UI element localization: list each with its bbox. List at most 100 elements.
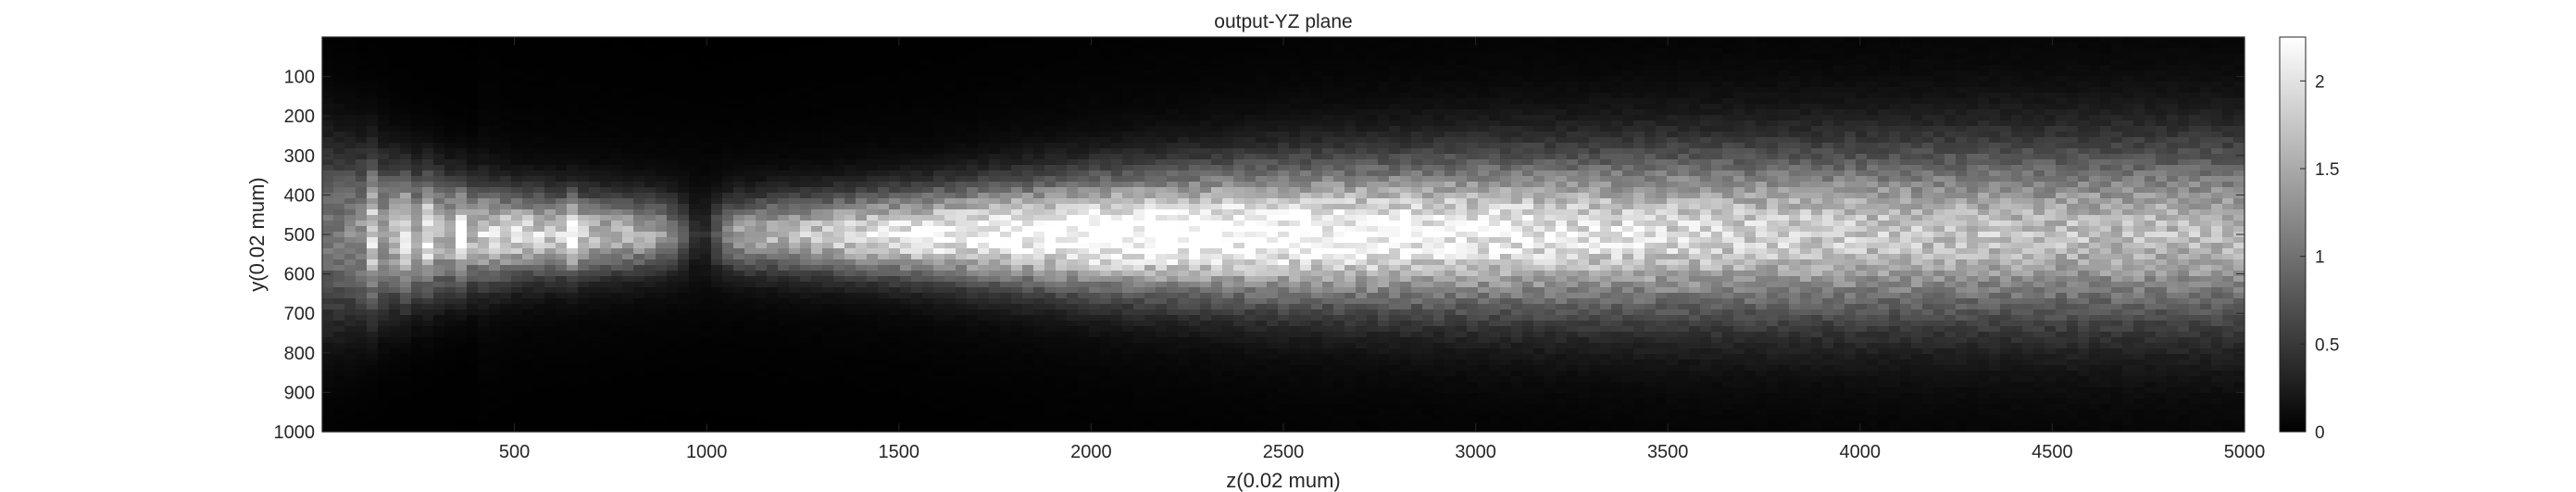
heatmap-cell <box>811 398 823 405</box>
heatmap-cell <box>644 132 657 138</box>
heatmap-cell <box>389 98 401 105</box>
heatmap-cell <box>489 404 501 410</box>
heatmap-cell <box>533 393 545 399</box>
heatmap-cell <box>1067 98 1079 105</box>
heatmap-cell <box>389 248 401 255</box>
heatmap-cell <box>944 187 957 194</box>
heatmap-cell <box>1033 304 1045 310</box>
heatmap-cell <box>756 65 768 71</box>
heatmap-cell <box>389 426 401 432</box>
heatmap-cell <box>867 98 879 105</box>
heatmap-cell <box>978 159 990 166</box>
heatmap-cell <box>1033 109 1045 116</box>
heatmap-cell <box>922 109 934 116</box>
heatmap-cell <box>333 82 345 88</box>
heatmap-cell <box>844 221 857 227</box>
heatmap-cell <box>856 332 868 338</box>
heatmap-cell <box>1000 70 1012 77</box>
heatmap-cell <box>1078 70 1090 77</box>
heatmap-cell <box>333 404 345 410</box>
heatmap-cell <box>611 410 623 416</box>
heatmap-cell <box>700 360 712 366</box>
heatmap-cell <box>511 232 523 238</box>
heatmap-cell <box>389 198 401 205</box>
heatmap-cell <box>1022 226 1034 233</box>
heatmap-cell <box>822 93 834 99</box>
heatmap-cell <box>933 232 945 238</box>
heatmap-cell <box>400 132 412 138</box>
heatmap-cell <box>411 59 423 66</box>
heatmap-cell <box>411 248 423 255</box>
heatmap-cell <box>1044 348 1057 355</box>
heatmap-cell <box>811 298 823 305</box>
heatmap-cell <box>322 321 334 327</box>
heatmap-cell <box>544 404 556 410</box>
heatmap-cell <box>344 221 356 227</box>
heatmap-cell <box>344 37 356 44</box>
heatmap-cell <box>467 154 479 160</box>
heatmap-cell <box>844 271 857 277</box>
heatmap-cell <box>911 237 923 244</box>
heatmap-cell <box>978 165 990 171</box>
heatmap-cell <box>1078 309 1090 316</box>
heatmap-cell <box>1067 287 1079 294</box>
heatmap-cell <box>322 209 334 216</box>
heatmap-cell <box>689 209 701 216</box>
heatmap-cell <box>589 198 601 205</box>
heatmap-cell <box>367 387 379 394</box>
heatmap-cell <box>789 421 801 427</box>
heatmap-cell <box>678 371 690 377</box>
heatmap-cell <box>822 221 834 227</box>
heatmap-cell <box>822 282 834 288</box>
heatmap-cell <box>1033 120 1045 127</box>
heatmap-cell <box>1056 404 1068 410</box>
heatmap-cell <box>700 382 712 388</box>
heatmap-cell <box>756 259 768 266</box>
heatmap-cell <box>1011 360 1023 366</box>
heatmap-cell <box>511 398 523 405</box>
heatmap-cell <box>856 193 868 199</box>
heatmap-cell <box>900 354 912 360</box>
heatmap-cell <box>744 337 757 344</box>
heatmap-cell <box>833 104 845 110</box>
heatmap-cell <box>522 304 534 310</box>
heatmap-cell <box>356 143 368 149</box>
heatmap-cell <box>578 415 590 422</box>
heatmap-cell <box>811 209 823 216</box>
heatmap-cell <box>322 70 334 77</box>
heatmap-cell <box>989 354 1001 360</box>
heatmap-cell <box>589 243 601 249</box>
heatmap-cell <box>844 343 857 349</box>
heatmap-cell <box>967 415 979 422</box>
heatmap-cell <box>378 326 390 333</box>
heatmap-cell <box>689 65 701 71</box>
heatmap-cell <box>967 371 979 377</box>
heatmap-cell <box>1067 221 1079 227</box>
heatmap-cell <box>633 98 645 105</box>
heatmap-cell <box>344 248 356 255</box>
heatmap-cell <box>800 98 812 105</box>
heatmap-cell <box>822 198 834 205</box>
heatmap-cell <box>356 415 368 422</box>
heatmap-cell <box>444 343 456 349</box>
heatmap-cell <box>844 371 857 377</box>
heatmap-cell <box>589 126 601 132</box>
heatmap-cell <box>356 226 368 233</box>
heatmap-cell <box>822 371 834 377</box>
heatmap-cell <box>1100 115 1112 121</box>
heatmap-cell <box>433 376 445 383</box>
heatmap-cell <box>456 170 468 177</box>
heatmap-cell <box>1044 221 1057 227</box>
heatmap-cell <box>656 48 668 55</box>
heatmap-cell <box>478 148 490 155</box>
heatmap-cell <box>544 371 556 377</box>
heatmap-cell <box>1022 176 1034 183</box>
heatmap-cell <box>400 43 412 49</box>
heatmap-cell <box>644 304 657 310</box>
heatmap-cell <box>411 259 423 266</box>
heatmap-cell <box>533 120 545 127</box>
heatmap-cell <box>333 204 345 210</box>
heatmap-cell <box>522 93 534 99</box>
heatmap-cell <box>922 93 934 99</box>
heatmap-cell <box>500 187 512 194</box>
